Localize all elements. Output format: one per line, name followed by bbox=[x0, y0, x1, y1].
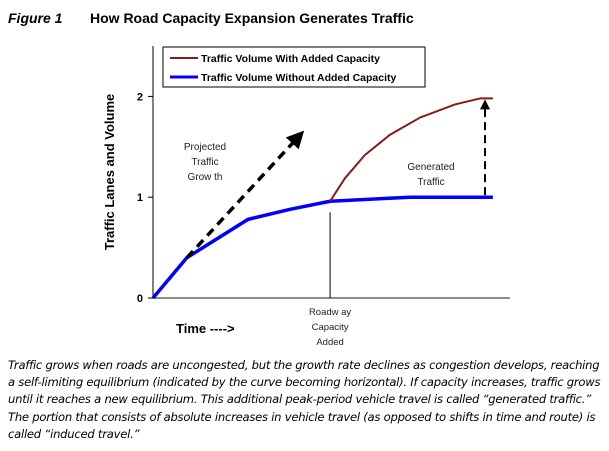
series-without-capacity-line bbox=[151, 195, 493, 300]
chart: 0 1 2 Projected Traffic Grow th Generated Traf… bbox=[102, 46, 510, 348]
y-tick-label: 1 bbox=[137, 192, 143, 204]
legend-label: Traffic Volume With Added Capacity bbox=[201, 53, 380, 65]
figure-title: How Road Capacity Expansion Generates Tr… bbox=[90, 10, 414, 26]
generated-traffic-label: Traffic bbox=[417, 177, 444, 188]
x-axis-label: Time ----> bbox=[176, 321, 235, 336]
projected-growth-label: Projected bbox=[184, 142, 226, 153]
legend-box bbox=[162, 46, 426, 88]
y-tick-label: 2 bbox=[137, 91, 143, 103]
projected-growth-label: Traffic bbox=[191, 157, 218, 168]
y-tick-label: 0 bbox=[137, 293, 143, 305]
capacity-added-label: Roadw ay bbox=[309, 307, 351, 318]
projected-growth-arrow bbox=[185, 130, 305, 259]
generated-traffic-label: Generated bbox=[407, 162, 454, 173]
capacity-added-label: Added bbox=[316, 337, 343, 348]
figure-caption: Traffic grows when roads are uncongested… bbox=[8, 358, 601, 441]
y-axis-label: Traffic Lanes and Volume bbox=[102, 94, 117, 251]
capacity-added-label: Capacity bbox=[312, 322, 349, 333]
projected-growth-label: Grow th bbox=[187, 172, 222, 183]
legend-label: Traffic Volume Without Added Capacity bbox=[201, 72, 396, 84]
figure-label: Figure 1 bbox=[8, 10, 63, 26]
series-with-capacity-line bbox=[329, 97, 493, 202]
